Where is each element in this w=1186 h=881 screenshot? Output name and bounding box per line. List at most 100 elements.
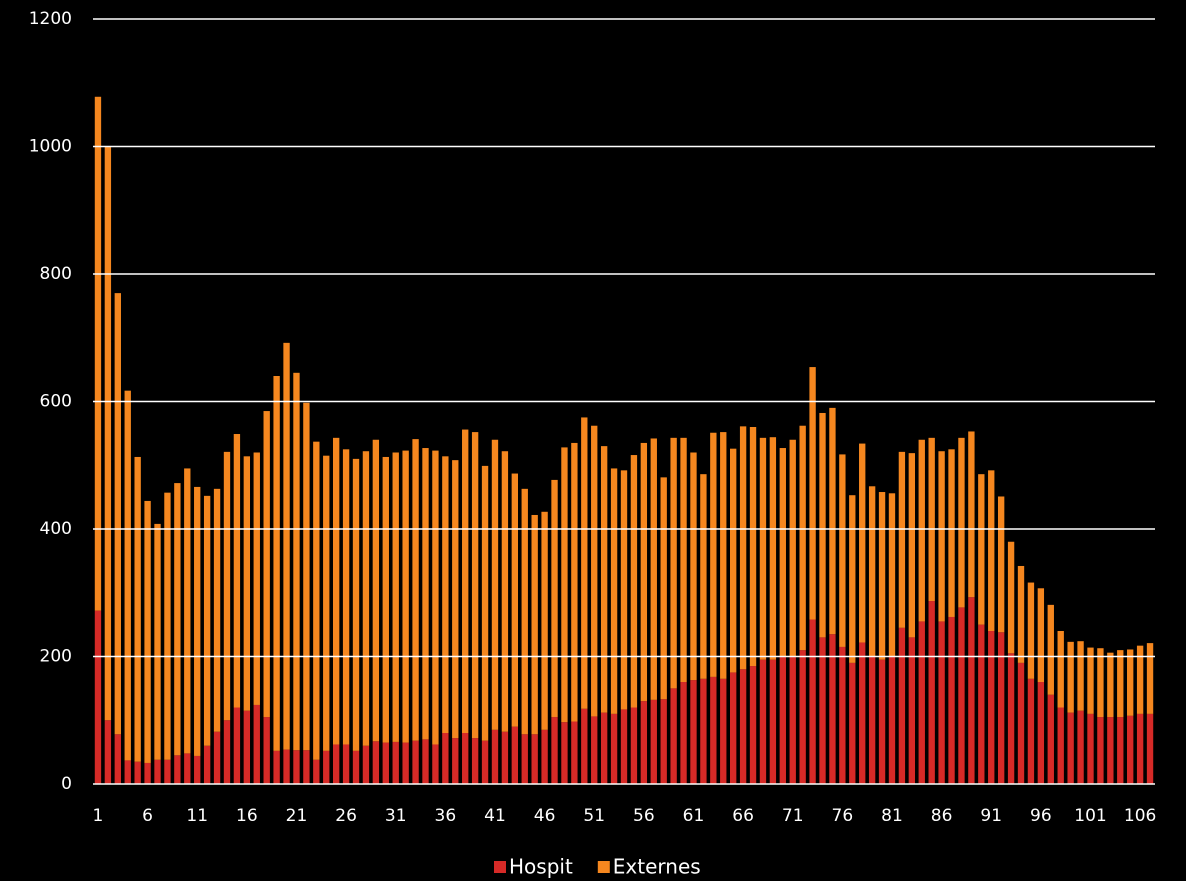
bar-segment bbox=[313, 441, 320, 760]
bar-segment bbox=[988, 470, 995, 631]
bar-segment bbox=[839, 454, 846, 647]
bar-segment bbox=[1007, 653, 1015, 784]
bar-segment bbox=[134, 761, 141, 784]
bar-segment bbox=[640, 701, 648, 784]
y-tick-label: 800 bbox=[40, 264, 72, 284]
bar-segment bbox=[1136, 645, 1144, 714]
bar-segment bbox=[888, 493, 896, 657]
bar-segment bbox=[402, 742, 409, 784]
x-tick-label: 61 bbox=[683, 806, 705, 826]
bar-segment bbox=[908, 637, 916, 784]
bar-segment bbox=[958, 437, 965, 608]
bar-segment bbox=[531, 734, 538, 784]
bar-segment bbox=[819, 412, 826, 638]
bar-segment bbox=[720, 678, 727, 784]
bar-segment bbox=[154, 759, 161, 784]
x-tick-label: 56 bbox=[633, 806, 655, 826]
x-tick-label: 46 bbox=[534, 806, 556, 826]
bar-segment bbox=[263, 411, 270, 718]
bar-segment bbox=[134, 456, 141, 762]
bar-segment bbox=[442, 456, 449, 733]
bar-segment bbox=[1077, 641, 1084, 711]
bar-segment bbox=[511, 473, 518, 727]
bar-segment bbox=[253, 452, 260, 705]
bar-segment bbox=[749, 427, 757, 667]
bar-segment bbox=[660, 699, 667, 784]
x-tick-label: 36 bbox=[435, 806, 457, 826]
bar-segment bbox=[868, 656, 876, 784]
bar-segment bbox=[997, 632, 1005, 784]
bar-segment bbox=[710, 432, 717, 677]
bar-segment bbox=[888, 656, 896, 784]
bar-segment bbox=[273, 750, 280, 784]
bar-segment bbox=[511, 726, 518, 784]
x-tick-label: 96 bbox=[1030, 806, 1052, 826]
bar-segment bbox=[1017, 662, 1025, 784]
bar-segment bbox=[670, 437, 677, 689]
bar-segment bbox=[710, 676, 717, 784]
bar-segment bbox=[342, 449, 350, 745]
bar-segment bbox=[650, 699, 657, 784]
bar-segment bbox=[759, 659, 767, 784]
bar-segment bbox=[1017, 565, 1025, 663]
bar-segment bbox=[700, 474, 707, 679]
bar-segment bbox=[412, 439, 419, 741]
bar-segment bbox=[1067, 712, 1074, 784]
bar-segment bbox=[352, 750, 360, 784]
x-tick-label: 1 bbox=[93, 806, 104, 826]
x-tick-label: 11 bbox=[186, 806, 208, 826]
bar-segment bbox=[898, 627, 906, 784]
bar-segment bbox=[362, 451, 370, 746]
bar-segment bbox=[342, 744, 350, 784]
bar-segment bbox=[452, 738, 459, 784]
bar-segment bbox=[859, 642, 866, 784]
bar-segment bbox=[610, 713, 618, 784]
bar-segment bbox=[462, 733, 469, 784]
bar-segment bbox=[491, 729, 499, 784]
y-tick-label: 1000 bbox=[29, 137, 72, 157]
bar-segment bbox=[1047, 604, 1054, 695]
bar-segment bbox=[1057, 631, 1064, 708]
bar-segment bbox=[203, 495, 211, 746]
bar-segment bbox=[432, 744, 439, 784]
bar-segment bbox=[868, 486, 876, 657]
bar-segment bbox=[243, 710, 251, 784]
x-tick-label: 51 bbox=[583, 806, 605, 826]
bar-segment bbox=[223, 720, 231, 784]
bar-segment bbox=[114, 734, 121, 784]
bar-segment bbox=[968, 431, 975, 598]
y-tick-label: 400 bbox=[40, 519, 72, 539]
bar-segment bbox=[174, 483, 181, 756]
bar-segment bbox=[293, 750, 300, 784]
bar-segment bbox=[352, 458, 360, 751]
bar-segment bbox=[243, 456, 251, 711]
bar-segment bbox=[1027, 582, 1035, 679]
bar-segment bbox=[432, 450, 439, 745]
bar-segment bbox=[948, 449, 955, 617]
bar-segment bbox=[1087, 647, 1094, 714]
bar-segment bbox=[402, 450, 409, 743]
bar-segment bbox=[1107, 717, 1114, 784]
y-tick-label: 0 bbox=[61, 774, 72, 794]
bar-segment bbox=[749, 666, 757, 784]
bar-segment bbox=[739, 426, 747, 670]
bar-segment bbox=[581, 708, 588, 784]
bar-segment bbox=[650, 438, 657, 700]
bar-segment bbox=[839, 646, 846, 784]
bar-segment bbox=[263, 717, 270, 784]
y-tick-label: 600 bbox=[40, 392, 72, 412]
bar-segment bbox=[1117, 717, 1124, 784]
bar-segment bbox=[1027, 678, 1035, 784]
bar-segment bbox=[382, 456, 389, 743]
bar-segment bbox=[422, 739, 429, 784]
bar-segment bbox=[878, 492, 886, 660]
bar-segment bbox=[184, 468, 191, 754]
bar-segment bbox=[968, 597, 975, 784]
x-tick-label: 101 bbox=[1074, 806, 1106, 826]
bar-segment bbox=[928, 437, 935, 602]
bar-segment bbox=[591, 425, 598, 717]
x-tick-label: 16 bbox=[236, 806, 258, 826]
bar-segment bbox=[581, 417, 588, 709]
bar-segment bbox=[1117, 650, 1124, 718]
bar-segment bbox=[481, 740, 489, 784]
